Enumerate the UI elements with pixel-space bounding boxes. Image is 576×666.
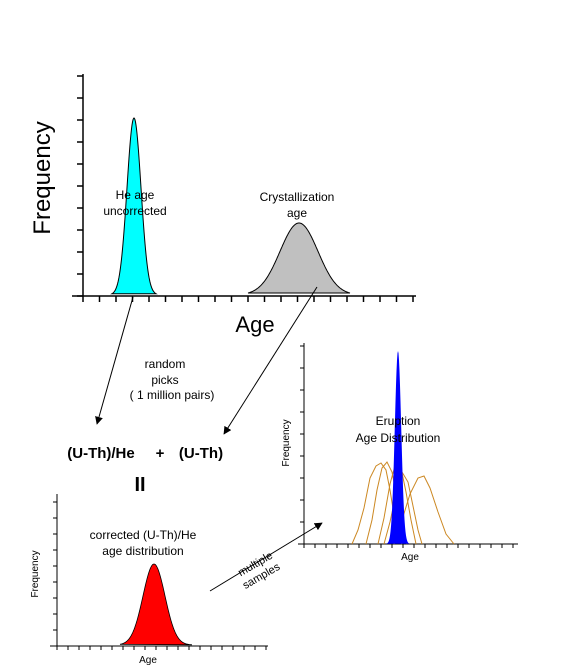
sample-curve: [393, 475, 455, 545]
cryst-label-line1: Crystallization: [260, 190, 335, 204]
eruption-distribution: [386, 351, 410, 544]
top-x-label: Age: [235, 312, 274, 337]
right-panel: Frequency Age Eruption Age Distribution: [281, 343, 518, 563]
right-x-ticks: [303, 544, 514, 548]
he-uncorrected-distribution: [110, 117, 158, 295]
right-x-label: Age: [401, 552, 419, 563]
he-label-line2: uncorrected: [103, 204, 166, 218]
bl-y-label: Frequency: [30, 550, 41, 597]
top-y-label: Frequency: [29, 121, 56, 234]
arrow-to-eruption: [209, 522, 323, 592]
equation-right: (U-Th): [179, 445, 223, 462]
equals-sign: II: [134, 474, 145, 496]
sample-curve: [383, 470, 423, 545]
bottom-left-panel: Frequency Age corrected (U-Th)/He age di…: [30, 494, 268, 666]
eruption-label-line1: Eruption: [376, 414, 421, 428]
corrected-label-line2: age distribution: [102, 544, 183, 558]
arrow-he-to-equation: [95, 296, 134, 425]
equation-plus: +: [156, 445, 165, 462]
corrected-distribution: [119, 563, 193, 646]
random-picks-line1: random: [145, 357, 186, 371]
eruption-label-line2: Age Distribution: [356, 431, 441, 445]
crystallization-distribution: [247, 222, 351, 294]
bl-x-ticks: [56, 646, 267, 650]
random-picks-line3: ( 1 million pairs): [130, 388, 215, 402]
top-x-ticks: [82, 296, 414, 302]
cryst-label-line2: age: [287, 206, 307, 220]
he-label-line1: He age: [116, 188, 155, 202]
random-picks-line2: picks: [151, 373, 178, 387]
top-panel: Frequency Age He age uncorrected Crystal…: [29, 74, 416, 337]
corrected-label-line1: corrected (U-Th)/He: [90, 528, 197, 542]
arrow-cryst-to-equation: [223, 286, 318, 435]
right-y-label: Frequency: [281, 419, 292, 466]
top-y-ticks: [77, 75, 83, 297]
right-y-ticks: [300, 345, 304, 545]
equation-left: (U-Th)/He: [67, 445, 135, 462]
bl-y-ticks: [53, 501, 57, 647]
bl-x-label: Age: [139, 655, 157, 666]
